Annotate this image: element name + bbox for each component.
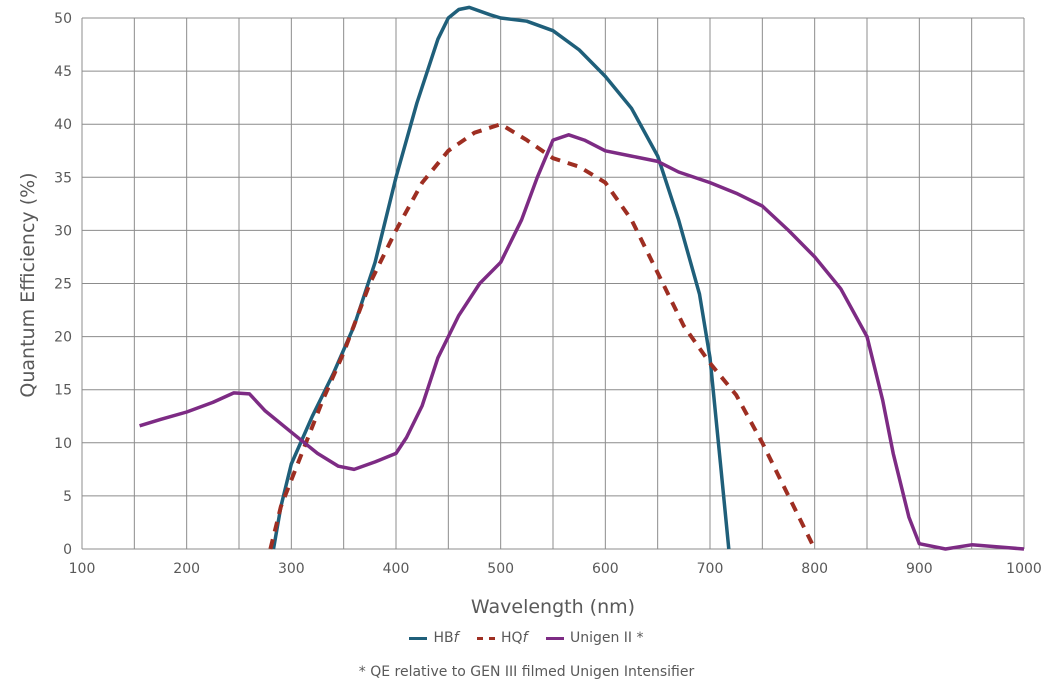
x-tick-label: 700	[697, 561, 724, 577]
y-axis-title: Quantum Efficiency (%)	[17, 172, 39, 397]
y-tick-label: 35	[54, 170, 72, 186]
legend-swatch-hqf	[477, 636, 496, 640]
series-line-2	[139, 133, 1025, 551]
series-group	[139, 5, 1025, 551]
x-tick-label: 100	[69, 561, 96, 577]
y-tick-label: 20	[54, 330, 72, 346]
legend-swatch-hbf	[409, 636, 428, 640]
y-tick-label: 15	[54, 383, 72, 399]
qe-chart: 100 200 300 400 500 600 700 800 900 1000 0 5 10 15 20 2…	[17, 5, 1042, 618]
y-tick-label: 5	[63, 489, 72, 505]
tick-labels: 100 200 300 400 500 600 700 800 900 1000 0 5 10 15 20 2…	[54, 11, 1042, 577]
x-tick-label: 500	[487, 561, 514, 577]
x-tick-label: 600	[592, 561, 619, 577]
x-tick-label: 800	[801, 561, 828, 577]
x-axis-title: Wavelength (nm)	[471, 596, 635, 618]
grid	[81, 17, 1025, 550]
y-tick-label: 40	[54, 117, 72, 133]
y-tick-label: 0	[63, 542, 72, 558]
y-tick-label: 45	[54, 64, 72, 80]
x-tick-label: 1000	[1006, 561, 1042, 577]
legend-item-unigen: Unigen II *	[545, 630, 644, 646]
legend-item-hqf: HQf	[477, 630, 528, 646]
legend-swatch-unigen	[545, 636, 564, 640]
footnote: * QE relative to GEN III filmed Unigen I…	[358, 664, 695, 680]
legend-label-hqf: HQ	[501, 630, 523, 646]
series-line-0	[271, 5, 731, 550]
x-tick-label: 400	[383, 561, 410, 577]
legend-label-hbf: HB	[433, 630, 454, 646]
x-tick-label: 200	[173, 561, 200, 577]
y-tick-label: 25	[54, 277, 72, 293]
x-tick-label: 900	[906, 561, 933, 577]
y-tick-label: 50	[54, 11, 72, 27]
legend-suffix-hbf: f	[453, 630, 459, 646]
y-tick-label: 10	[54, 436, 72, 452]
y-tick-label: 30	[54, 223, 72, 239]
legend: HBf HQf Unigen II *	[0, 630, 1053, 646]
x-tick-label: 300	[278, 561, 305, 577]
legend-label-unigen: Unigen II *	[569, 630, 644, 646]
legend-suffix-hqf: f	[522, 630, 528, 646]
legend-item-hbf: HBf	[409, 630, 459, 646]
series-line-1	[268, 122, 817, 550]
